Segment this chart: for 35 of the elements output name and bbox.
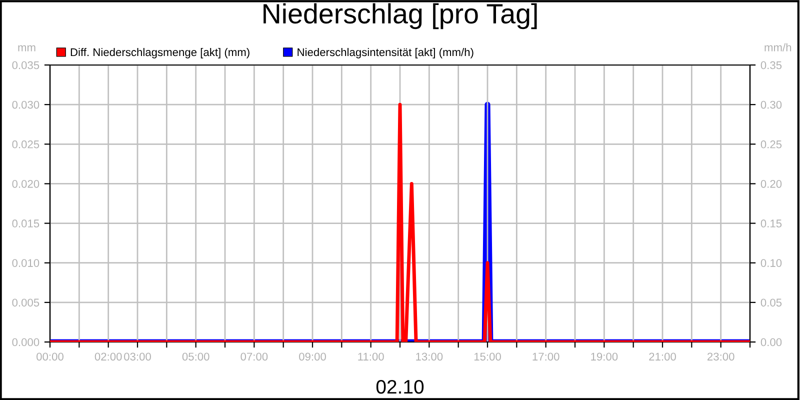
x-tick-label: 19:00: [591, 352, 618, 361]
x-tick-label: 15:00: [474, 352, 501, 361]
x-tick-label: 02:00: [94, 352, 122, 361]
y2-tick-label: 0.35: [760, 61, 782, 70]
y2-tick-label: 0.30: [760, 100, 782, 109]
x-tick-label: 11:00: [358, 352, 384, 361]
y2-tick-label: 0.10: [760, 259, 782, 267]
y-axis-title: mm: [18, 45, 36, 52]
y-tick-label: 0.010: [12, 259, 40, 267]
y-tick-label: 0.005: [12, 298, 40, 307]
y-tick-label: 0.030: [12, 100, 40, 109]
chart-title: Niederschlag [pro Tag]: [264, 3, 537, 30]
y-tick-label: 0.035: [12, 61, 40, 70]
x-tick-label: 05:00: [182, 352, 210, 361]
x-tick-label: 17:00: [532, 352, 560, 361]
x-axis-title: 02.10: [376, 380, 424, 394]
y-tick-label: 0.025: [12, 140, 40, 148]
x-tick-label: 13:00: [416, 352, 443, 361]
x-tick-label: 03:00: [124, 352, 151, 361]
y2-axis-title: mm/h: [764, 43, 792, 52]
y-tick-label: 0.020: [12, 180, 40, 188]
y2-tick-label: 0.05: [760, 298, 782, 307]
y2-tick-label: 0.15: [760, 220, 782, 228]
legend-label: Niederschlagsintensität [akt] (mm/h): [298, 48, 474, 58]
legend-label: Diff. Niederschlagsmenge [akt] (mm): [70, 48, 250, 58]
x-tick-label: 07:00: [240, 352, 268, 361]
y-tick-label: 0.015: [12, 220, 40, 228]
x-tick-label: 09:00: [299, 352, 326, 361]
y2-tick-label: 0.20: [760, 180, 782, 188]
x-tick-label: 21:00: [649, 352, 676, 361]
x-tick-label: 23:00: [707, 352, 734, 361]
y2-tick-label: 0.25: [760, 140, 782, 148]
x-tick-label: 00:00: [36, 352, 64, 361]
y-tick-label: 0.000: [12, 338, 40, 346]
y2-tick-label: 0.00: [760, 338, 782, 346]
